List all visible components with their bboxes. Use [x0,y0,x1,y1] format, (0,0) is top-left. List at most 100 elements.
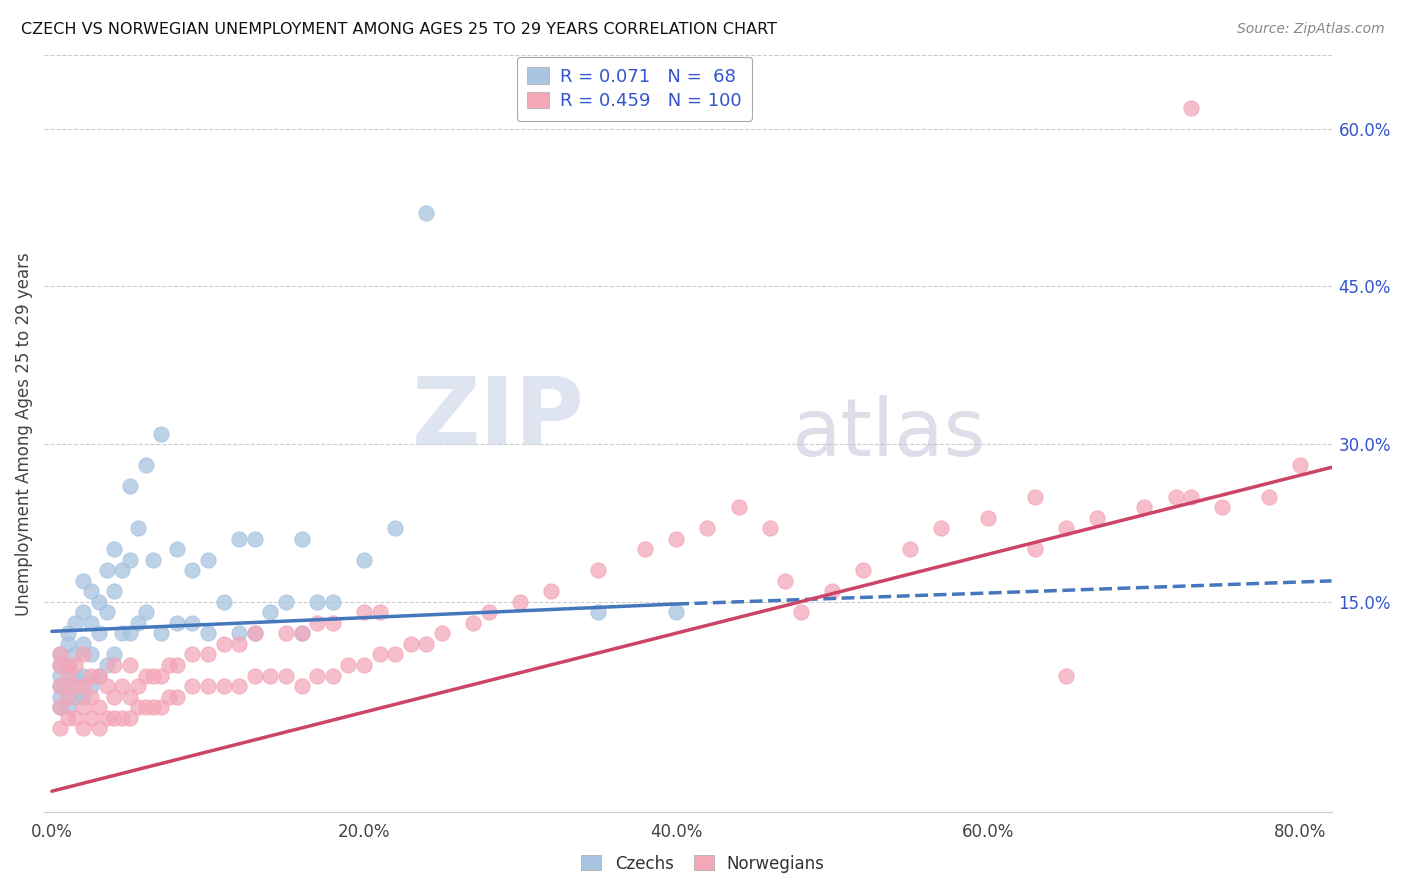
Point [307,595,329,609]
Point [181,563,204,577]
Point [80,668,103,682]
Point [150,626,173,640]
Point [337,658,360,673]
Point [87,668,110,682]
Point [72,668,94,682]
Point [228,626,250,640]
Point [1211,500,1233,515]
Point [111,679,134,693]
Point [142,700,165,714]
Point [87,700,110,714]
Point [166,658,188,673]
Point [1024,542,1046,557]
Point [72,690,94,704]
Point [96,606,118,620]
Point [322,668,344,682]
Point [727,500,749,515]
Point [48,658,70,673]
Point [80,679,103,693]
Point [48,679,70,693]
Point [127,700,149,714]
Point [118,710,141,724]
Point [56,700,79,714]
Point [65,710,87,724]
Point [157,658,180,673]
Point [384,521,406,535]
Point [135,700,157,714]
Point [56,658,79,673]
Point [1054,668,1077,682]
Legend: Czechs, Norwegians: Czechs, Norwegians [575,848,831,880]
Point [118,479,141,493]
Point [87,626,110,640]
Point [142,668,165,682]
Point [111,626,134,640]
Point [87,668,110,682]
Point [540,584,562,599]
Point [322,615,344,630]
Point [135,668,157,682]
Point [1258,490,1281,504]
Point [48,700,70,714]
Point [72,606,94,620]
Point [243,626,266,640]
Point [228,532,250,546]
Point [72,679,94,693]
Point [166,542,188,557]
Point [353,658,375,673]
Point [72,721,94,735]
Point [118,658,141,673]
Point [80,690,103,704]
Point [274,595,297,609]
Point [307,668,329,682]
Point [274,626,297,640]
Point [415,637,437,651]
Point [111,710,134,724]
Point [197,626,219,640]
Point [1180,490,1202,504]
Point [72,700,94,714]
Point [1180,101,1202,115]
Point [259,668,281,682]
Point [80,710,103,724]
Point [56,658,79,673]
Point [56,690,79,704]
Point [48,721,70,735]
Point [72,648,94,662]
Point [103,542,125,557]
Point [212,679,235,693]
Point [65,648,87,662]
Point [291,679,314,693]
Point [48,658,70,673]
Y-axis label: Unemployment Among Ages 25 to 29 years: Unemployment Among Ages 25 to 29 years [15,252,32,615]
Point [48,700,70,714]
Point [931,521,953,535]
Point [259,606,281,620]
Point [150,668,173,682]
Text: ZIP: ZIP [412,373,585,465]
Point [96,658,118,673]
Point [56,679,79,693]
Point [65,679,87,693]
Point [56,626,79,640]
Point [821,584,844,599]
Text: atlas: atlas [790,394,986,473]
Point [103,658,125,673]
Point [96,679,118,693]
Point [228,679,250,693]
Point [775,574,797,588]
Point [181,679,204,693]
Point [243,626,266,640]
Point [80,584,103,599]
Point [48,690,70,704]
Point [166,690,188,704]
Point [384,648,406,662]
Point [72,574,94,588]
Point [72,637,94,651]
Point [48,679,70,693]
Point [665,606,688,620]
Point [103,710,125,724]
Point [1164,490,1187,504]
Point [228,637,250,651]
Point [65,668,87,682]
